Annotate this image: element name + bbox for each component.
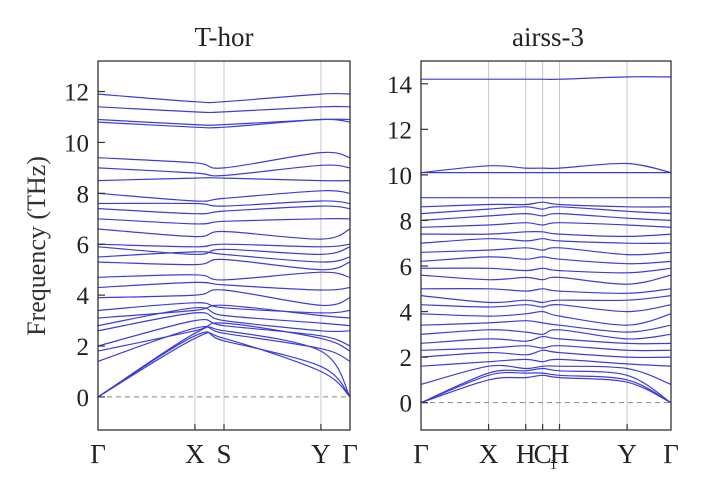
phonon-band-3 [420, 367, 672, 404]
y-tick-label: 10 [64, 130, 89, 157]
phonon-band-12 [420, 303, 672, 313]
phonon-band-5 [97, 322, 351, 352]
y-tick-label: 6 [400, 254, 413, 281]
phonon-band-5 [420, 358, 672, 367]
phonon-band-18 [97, 228, 351, 240]
phonon-band-7 [97, 312, 351, 333]
phonon-band-2 [420, 371, 672, 404]
phonon-band-4 [97, 325, 351, 362]
y-tick-label: 14 [387, 72, 413, 99]
y-tick-label: 10 [387, 163, 412, 190]
x-tick-label: Y [311, 439, 331, 469]
phonon-band-19 [97, 218, 351, 225]
phonon-band-24 [420, 201, 672, 208]
phonon-band-2 [97, 331, 351, 398]
phonon-band-28 [421, 76, 672, 80]
phonon-band-17 [420, 256, 672, 265]
phonon-band-14 [97, 258, 351, 271]
phonon-band-27 [97, 118, 351, 126]
phonon-band-15 [420, 274, 672, 285]
phonon-band-21 [97, 200, 351, 207]
phonon-band-22 [97, 190, 351, 202]
x-tick-label: X [185, 439, 205, 469]
phonon-band-14 [420, 288, 672, 294]
x-tick-label: C [534, 439, 552, 469]
y-tick-label: 6 [77, 232, 90, 259]
x-tick-label: X [479, 439, 499, 469]
y-tick-label: 4 [77, 283, 90, 310]
y-tick-label: 2 [77, 334, 90, 361]
phonon-band-15 [97, 251, 351, 263]
phonon-band-23 [97, 177, 351, 182]
x-tick-label: Γ [413, 439, 429, 469]
phonon-band-12 [97, 281, 351, 291]
y-tick-label: 12 [387, 117, 412, 144]
x-tick-label: Γ [342, 439, 358, 469]
panel-title-t-hor: T-hor [195, 22, 254, 52]
phonon-band-26 [420, 162, 672, 174]
phonon-band-13 [97, 271, 351, 281]
phonon-band-10 [420, 320, 672, 333]
phonon-band-9 [420, 329, 672, 340]
y-tick-label: 8 [77, 181, 90, 208]
x-tick-label: Γ [663, 439, 679, 469]
phonon-band-7 [420, 345, 672, 352]
phonon-band-28 [97, 105, 351, 114]
phonon-band-20 [420, 230, 672, 238]
plot-frame-airss-3 [420, 60, 672, 431]
phonon-band-11 [97, 289, 351, 306]
y-axis-label: Frequency (THz) [22, 156, 51, 336]
phonon-band-8 [420, 335, 672, 345]
phonon-band-13 [420, 295, 672, 304]
x-tick-label: Y [617, 439, 637, 469]
phonon-band-9 [97, 304, 351, 319]
phonon-band-24 [97, 164, 351, 177]
phonon-band-16 [97, 246, 351, 256]
phonon-band-6 [420, 349, 672, 359]
phonon-band-21 [420, 222, 672, 228]
phonon-band-16 [420, 267, 672, 274]
phonon-band-17 [97, 243, 351, 248]
phonon-band-4 [420, 364, 672, 385]
y-tick-label: 8 [400, 208, 413, 235]
y-tick-label: 4 [400, 300, 413, 327]
phonon-band-6 [97, 318, 351, 347]
y-tick-label: 0 [400, 391, 413, 418]
phonon-band-1 [420, 374, 672, 404]
phonon-band-3 [97, 326, 351, 398]
phonon-band-1 [97, 332, 351, 398]
phonon-band-25 [97, 151, 351, 169]
panel-title-airss-3: airss-3 [512, 22, 584, 52]
y-tick-label: 12 [64, 80, 89, 107]
phonon-band-18 [420, 247, 672, 256]
phonon-band-20 [97, 205, 351, 215]
phonon-band-19 [420, 238, 672, 244]
x-tick-subscript: 1 [550, 457, 558, 473]
phonon-band-22 [420, 212, 672, 221]
y-tick-label: 0 [77, 385, 90, 412]
phonon-band-11 [420, 310, 672, 326]
phonon-band-29 [97, 92, 351, 104]
x-tick-label: S [216, 439, 231, 469]
x-tick-label: Γ [90, 439, 106, 469]
phonon-band-10 [97, 302, 351, 314]
x-tick-label: H [516, 439, 536, 469]
y-tick-label: 2 [400, 345, 413, 372]
phonon-band-23 [420, 206, 672, 215]
x-tick-label: H [550, 439, 570, 469]
